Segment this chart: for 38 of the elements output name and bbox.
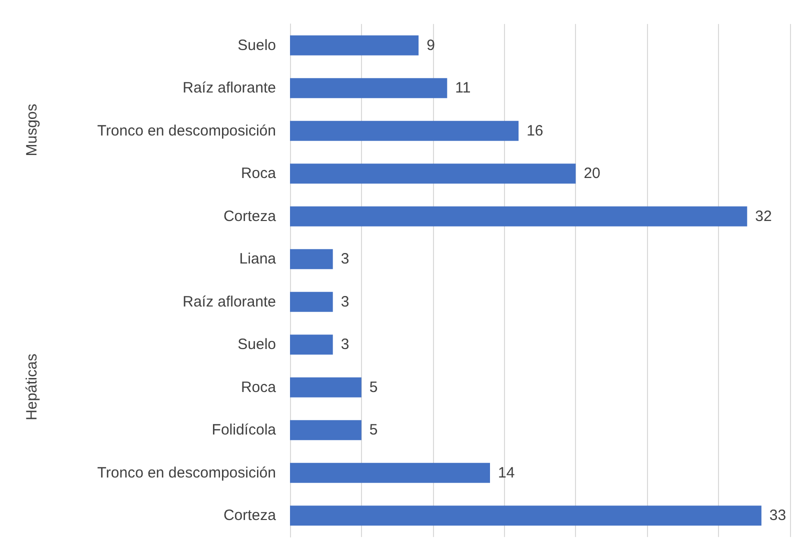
data-label: 9 — [426, 36, 435, 54]
bar — [290, 78, 448, 98]
text: Musgos — [24, 104, 40, 156]
data-label: 3 — [340, 336, 350, 354]
text: Hepáticas — [24, 354, 40, 420]
data-label: 5 — [369, 422, 378, 439]
y-tick-label: Roca — [240, 378, 277, 396]
data-label: 14 — [498, 464, 515, 482]
y-tick-label: Raíz aflorante — [182, 80, 276, 97]
bar — [290, 462, 490, 483]
data-label: 5 — [369, 378, 378, 396]
data-label: 32 — [755, 208, 772, 225]
data-label: 16 — [526, 122, 544, 140]
bar — [290, 420, 362, 440]
y-tick-label: Suelo — [238, 336, 276, 354]
bar — [290, 292, 333, 312]
data-label: 3 — [340, 250, 350, 268]
data-label: 33 — [769, 507, 786, 524]
bar — [290, 377, 362, 398]
bar — [290, 506, 762, 526]
data-label: 20 — [584, 165, 600, 182]
bar — [290, 206, 748, 226]
bar — [290, 334, 333, 355]
bar — [290, 120, 519, 141]
bar — [290, 35, 419, 56]
data-label: 3 — [340, 293, 350, 310]
y-tick-label: Folidícola — [212, 422, 277, 439]
bar — [290, 164, 576, 184]
data-label: 11 — [455, 80, 471, 97]
y-tick-label: Suelo — [238, 36, 276, 54]
y-tick-label: Tronco en descomposición — [97, 464, 276, 482]
y-tick-label: Roca — [240, 165, 277, 182]
y-tick-label: Tronco en descomposición — [97, 122, 276, 140]
y-tick-label: Raíz aflorante — [182, 293, 276, 310]
y-tick-label: Corteza — [223, 507, 277, 524]
y-tick-label: Corteza — [223, 208, 277, 225]
y-tick-label: Liana — [239, 250, 277, 268]
bar — [290, 249, 333, 270]
